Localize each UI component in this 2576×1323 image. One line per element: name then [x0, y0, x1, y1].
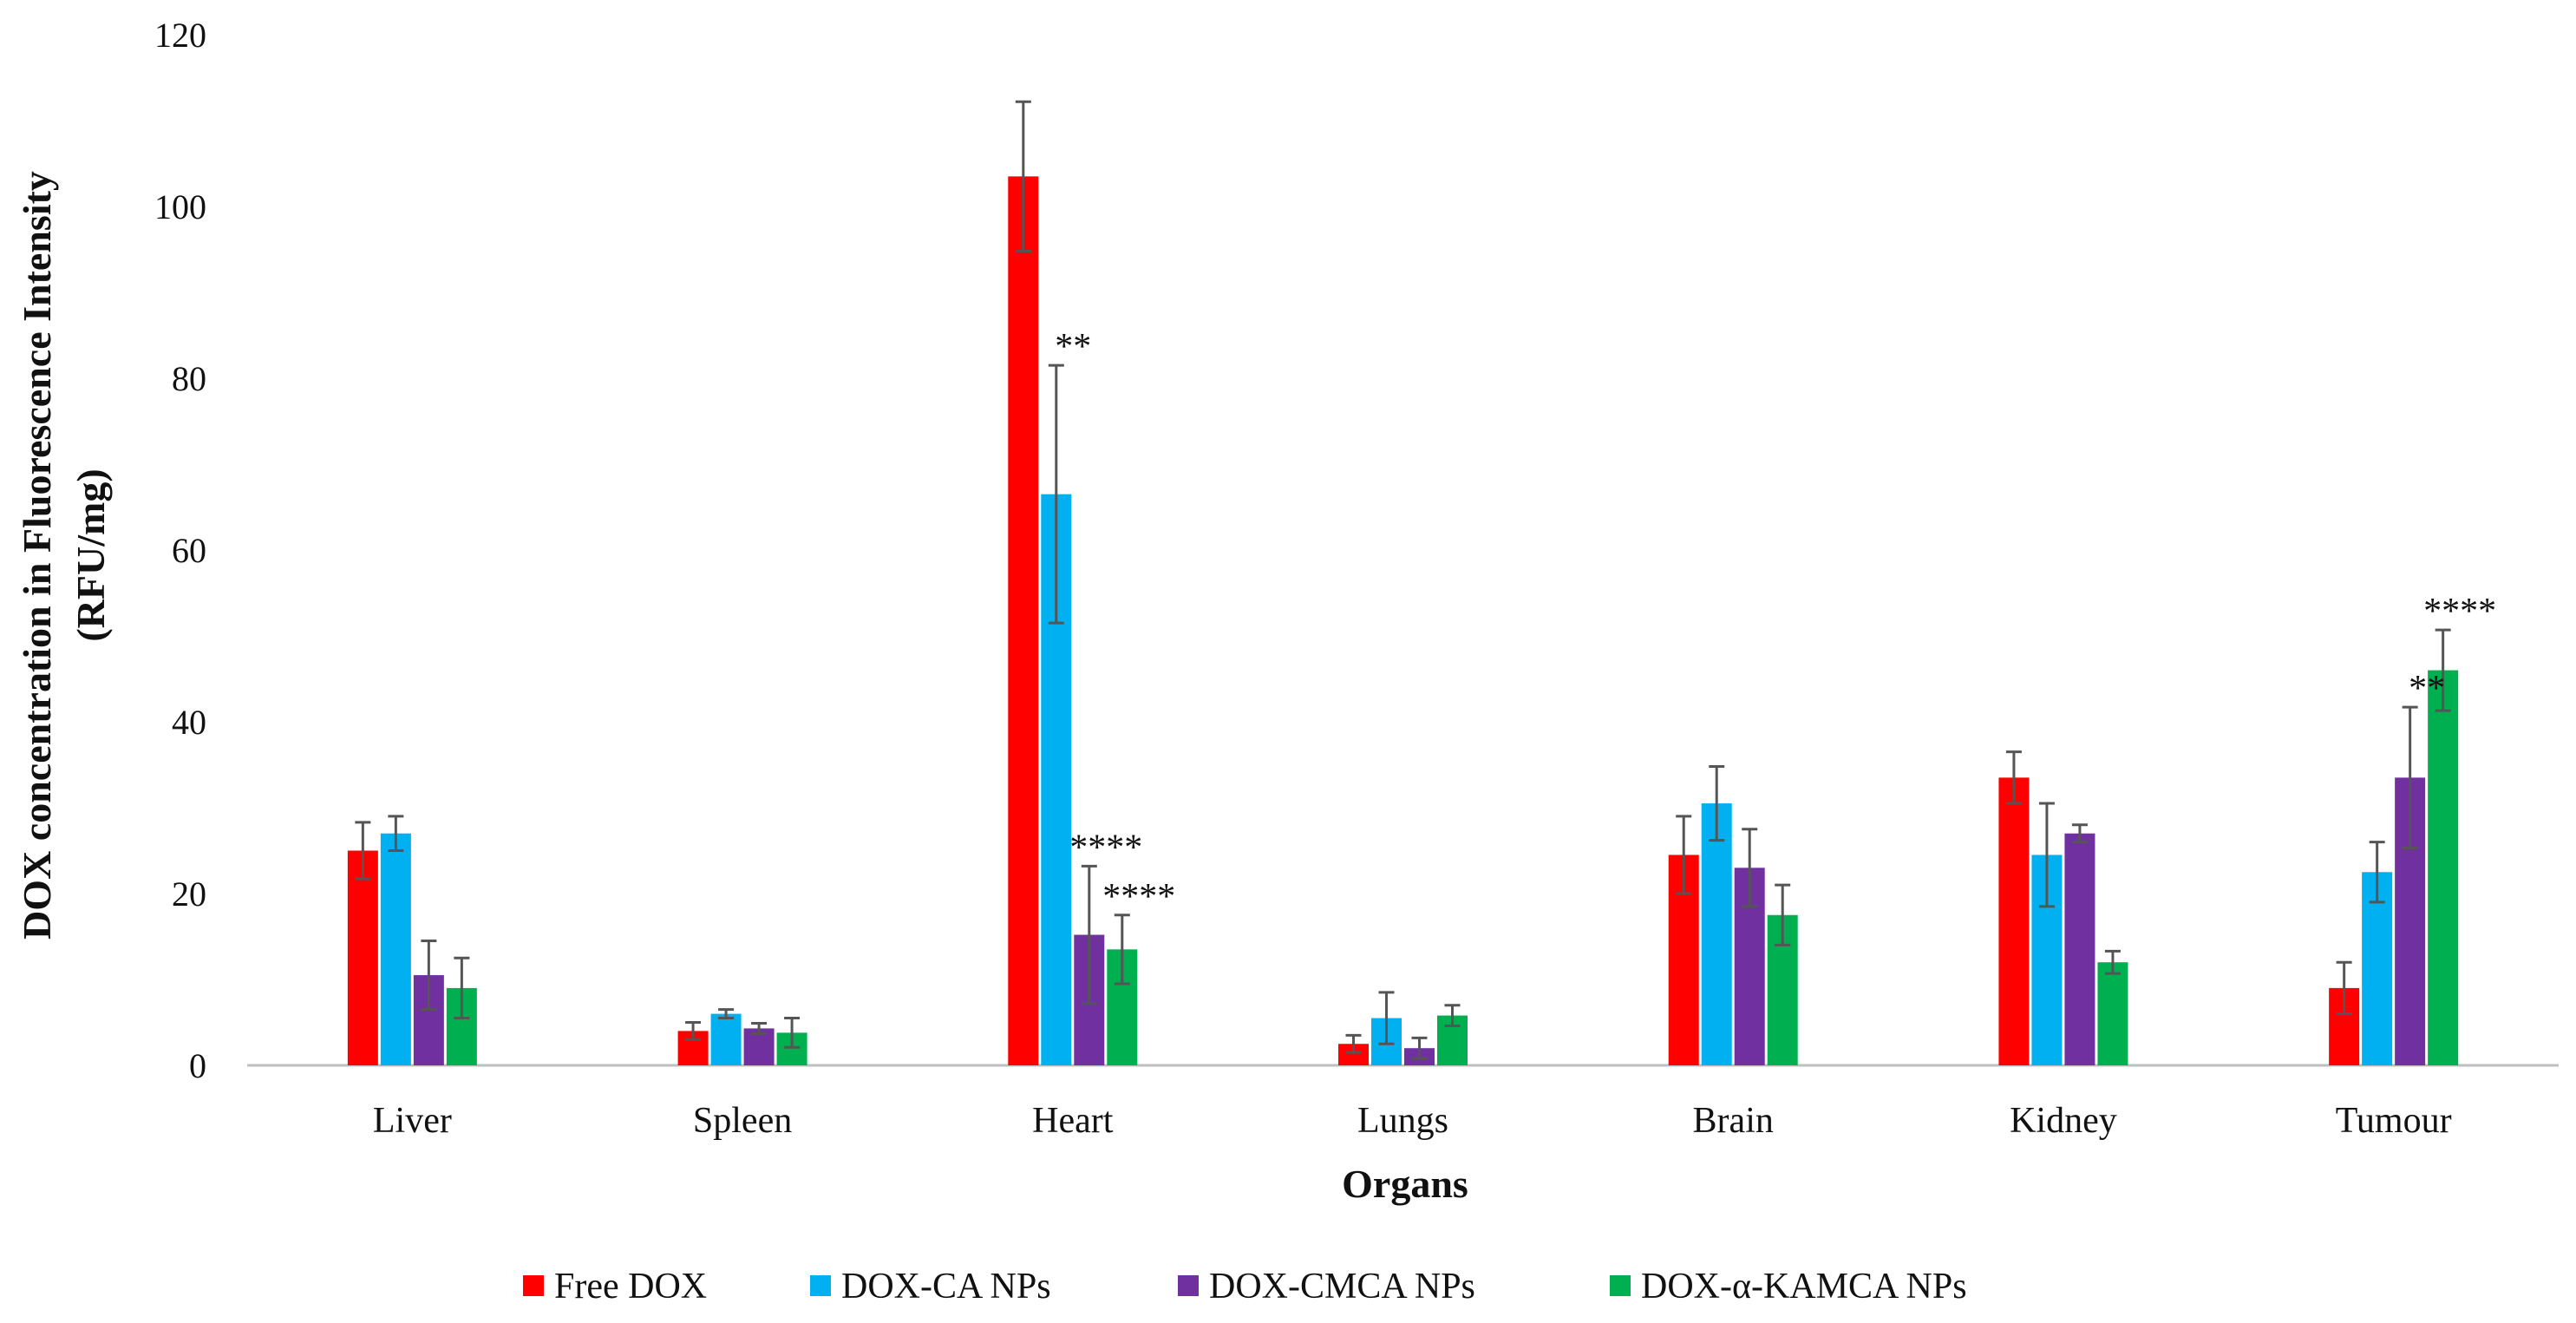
- error-bar: [355, 821, 371, 881]
- x-tick-label: Spleen: [693, 1101, 792, 1141]
- error-bar: [1444, 1004, 1461, 1027]
- error-bar: [784, 1017, 801, 1049]
- legend-label: DOX-α-KAMCA NPs: [1641, 1267, 1967, 1307]
- y-tick-label: 100: [154, 187, 206, 226]
- y-tick-label: 60: [172, 531, 206, 570]
- error-bar: [1742, 828, 1758, 908]
- error-bar: [1048, 363, 1064, 625]
- error-bar: [2005, 750, 2022, 805]
- y-axis: 0 20 40 60 80 100 120: [154, 16, 206, 1085]
- error-bar: [1378, 991, 1395, 1045]
- error-bar: [718, 1008, 735, 1020]
- bar: [2362, 872, 2393, 1065]
- legend-swatch: [810, 1275, 831, 1296]
- legend-item: DOX-α-KAMCA NPs: [1610, 1267, 1967, 1307]
- error-bar-group: [355, 100, 2451, 1060]
- legend-swatch: [523, 1275, 544, 1296]
- y-axis-title-line1: DOX concentration in Fluorescence Intens…: [15, 171, 59, 940]
- error-bar: [2071, 823, 2088, 844]
- x-tick-label: Kidney: [2010, 1101, 2117, 1141]
- x-tick-label: Lungs: [1357, 1101, 1448, 1141]
- bar: [1008, 176, 1039, 1066]
- error-bar: [1345, 1033, 1362, 1054]
- bar: [1701, 803, 1732, 1065]
- significance-label: ****: [1069, 828, 1142, 868]
- error-bar: [685, 1021, 702, 1041]
- x-tick-label: Liver: [373, 1101, 452, 1141]
- error-bar: [1775, 883, 1791, 946]
- y-tick-label: 80: [172, 359, 206, 398]
- error-bar: [388, 815, 404, 852]
- bar-series-group: [347, 176, 2459, 1066]
- bar: [347, 850, 378, 1065]
- error-bar: [2104, 949, 2121, 975]
- error-bar: [454, 956, 470, 1020]
- significance-label: **: [1055, 327, 1091, 367]
- bar: [2428, 670, 2459, 1065]
- legend: Free DOX DOX-CA NPs DOX-CMCA NPs DOX-α-KAMC…: [523, 1267, 1967, 1307]
- error-bar: [2336, 960, 2352, 1016]
- legend-swatch: [1610, 1275, 1631, 1296]
- error-bar: [1709, 764, 1725, 842]
- legend-label: Free DOX: [554, 1267, 707, 1307]
- error-bar: [1114, 914, 1130, 986]
- bar: [380, 833, 411, 1065]
- legend-label: DOX-CMCA NPs: [1209, 1267, 1475, 1307]
- bar: [710, 1013, 742, 1065]
- bar: [2064, 833, 2095, 1065]
- x-tick-label: Heart: [1032, 1101, 1114, 1141]
- y-tick-label: 0: [189, 1046, 206, 1085]
- y-axis-title-line2: (RFU/mg): [69, 468, 113, 641]
- error-bar: [751, 1021, 768, 1035]
- error-bar: [2369, 841, 2385, 904]
- error-bar: [2038, 802, 2055, 908]
- x-tick-label: Brain: [1693, 1101, 1774, 1141]
- y-tick-label: 120: [154, 16, 206, 55]
- x-tick-label: Tumour: [2336, 1101, 2452, 1141]
- legend-item: DOX-CMCA NPs: [1178, 1267, 1475, 1307]
- y-axis-title: DOX concentration in Fluorescence Intens…: [15, 171, 113, 940]
- x-axis-title: Organs: [1342, 1162, 1468, 1206]
- error-bar: [2402, 705, 2418, 850]
- x-axis: Liver Spleen Heart Lungs Brain Kidney Tumour: [247, 1064, 2559, 1141]
- error-bar: [1676, 815, 1692, 895]
- error-bar: [1411, 1036, 1428, 1060]
- legend-item: Free DOX: [523, 1267, 707, 1307]
- significance-label: ****: [1102, 877, 1175, 917]
- y-tick-label: 20: [172, 874, 206, 914]
- error-bar: [2435, 628, 2451, 712]
- error-bar: [1081, 864, 1097, 1005]
- y-tick-label: 40: [172, 703, 206, 742]
- legend-swatch: [1178, 1275, 1199, 1296]
- significance-label: **: [2409, 669, 2445, 709]
- legend-item: DOX-CA NPs: [810, 1267, 1051, 1307]
- error-bar: [1015, 100, 1031, 252]
- bar: [2097, 962, 2128, 1065]
- significance-group: ****************: [1055, 327, 2496, 917]
- significance-label: ****: [2423, 592, 2496, 632]
- error-bar: [421, 939, 437, 1012]
- legend-label: DOX-CA NPs: [841, 1267, 1051, 1307]
- bar: [1998, 777, 2030, 1065]
